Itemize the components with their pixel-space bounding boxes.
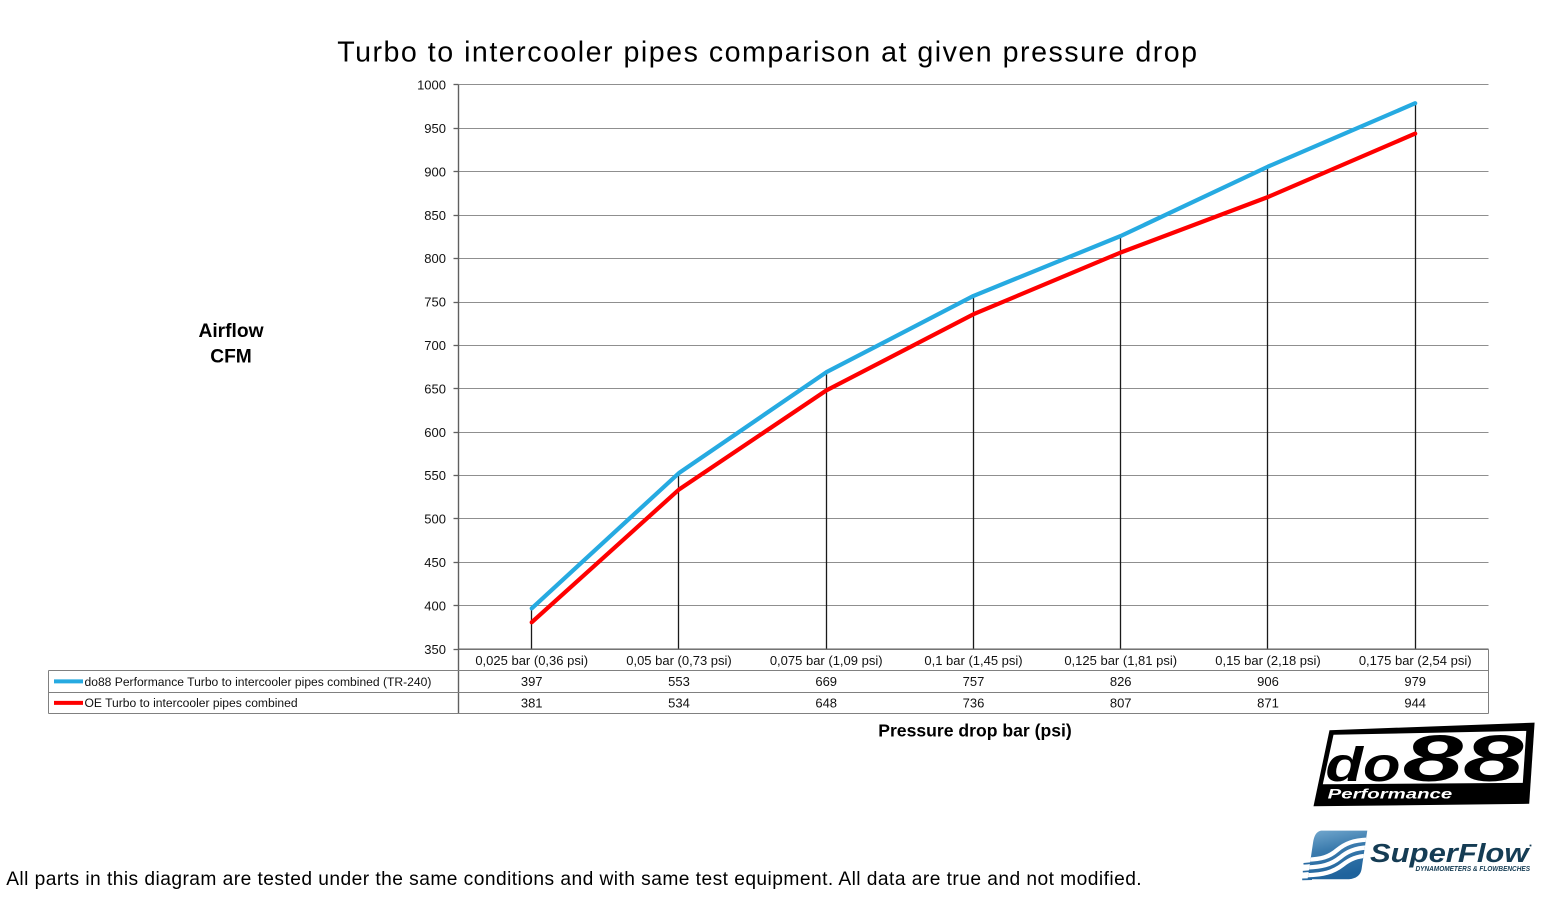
svg-text:979: 979: [1404, 674, 1426, 689]
svg-text:0,175 bar (2,54 psi): 0,175 bar (2,54 psi): [1359, 653, 1472, 668]
svg-text:All parts in this diagram are: All parts in this diagram are tested und…: [6, 869, 1142, 890]
svg-text:700: 700: [424, 338, 446, 353]
svg-text:Pressure drop bar (psi): Pressure drop bar (psi): [878, 721, 1072, 741]
svg-text:do88 Performance Turbo to inte: do88 Performance Turbo to intercooler pi…: [85, 675, 432, 689]
svg-text:950: 950: [424, 121, 446, 136]
svg-text:88: 88: [1403, 721, 1524, 795]
svg-text:906: 906: [1257, 674, 1279, 689]
svg-text:1000: 1000: [417, 78, 446, 93]
svg-text:CFM: CFM: [210, 347, 252, 368]
svg-text:750: 750: [424, 295, 446, 310]
svg-text:944: 944: [1404, 696, 1426, 711]
svg-text:826: 826: [1110, 674, 1132, 689]
svg-text:0,075 bar (1,09 psi): 0,075 bar (1,09 psi): [770, 653, 883, 668]
svg-text:0,125 bar (1,81 psi): 0,125 bar (1,81 psi): [1064, 653, 1177, 668]
svg-text:669: 669: [815, 674, 837, 689]
svg-text:400: 400: [424, 598, 446, 613]
svg-text:550: 550: [424, 468, 446, 483]
svg-text:SuperFlow: SuperFlow: [1370, 838, 1530, 868]
svg-text:757: 757: [963, 674, 985, 689]
svg-text:350: 350: [424, 642, 446, 657]
svg-text:Airflow: Airflow: [198, 321, 263, 342]
svg-text:do: do: [1326, 738, 1401, 792]
svg-text:534: 534: [668, 696, 690, 711]
svg-text:0,025 bar (0,36 psi): 0,025 bar (0,36 psi): [475, 653, 588, 668]
svg-text:Performance: Performance: [1328, 785, 1453, 801]
svg-text:0,05 bar (0,73 psi): 0,05 bar (0,73 psi): [626, 653, 732, 668]
svg-text:736: 736: [963, 696, 985, 711]
svg-text:600: 600: [424, 425, 446, 440]
svg-text:807: 807: [1110, 696, 1132, 711]
svg-text:900: 900: [424, 164, 446, 179]
svg-text:0,15 bar (2,18 psi): 0,15 bar (2,18 psi): [1215, 653, 1321, 668]
svg-text:Turbo to intercooler pipes com: Turbo to intercooler pipes comparison at…: [337, 37, 1198, 69]
svg-text:OE Turbo to intercooler pipes: OE Turbo to intercooler pipes combined: [85, 696, 298, 710]
svg-text:553: 553: [668, 674, 690, 689]
svg-text:500: 500: [424, 512, 446, 527]
svg-text:800: 800: [424, 251, 446, 266]
svg-text:871: 871: [1257, 696, 1279, 711]
svg-text:0,1 bar (1,45 psi): 0,1 bar (1,45 psi): [924, 653, 1022, 668]
svg-text:381: 381: [521, 696, 543, 711]
svg-text:648: 648: [815, 696, 837, 711]
svg-text:650: 650: [424, 381, 446, 396]
svg-text:450: 450: [424, 555, 446, 570]
svg-text:DYNAMOMETERS & FLOWBENCHES: DYNAMOMETERS & FLOWBENCHES: [1416, 864, 1531, 873]
svg-text:850: 850: [424, 208, 446, 223]
svg-text:397: 397: [521, 674, 543, 689]
